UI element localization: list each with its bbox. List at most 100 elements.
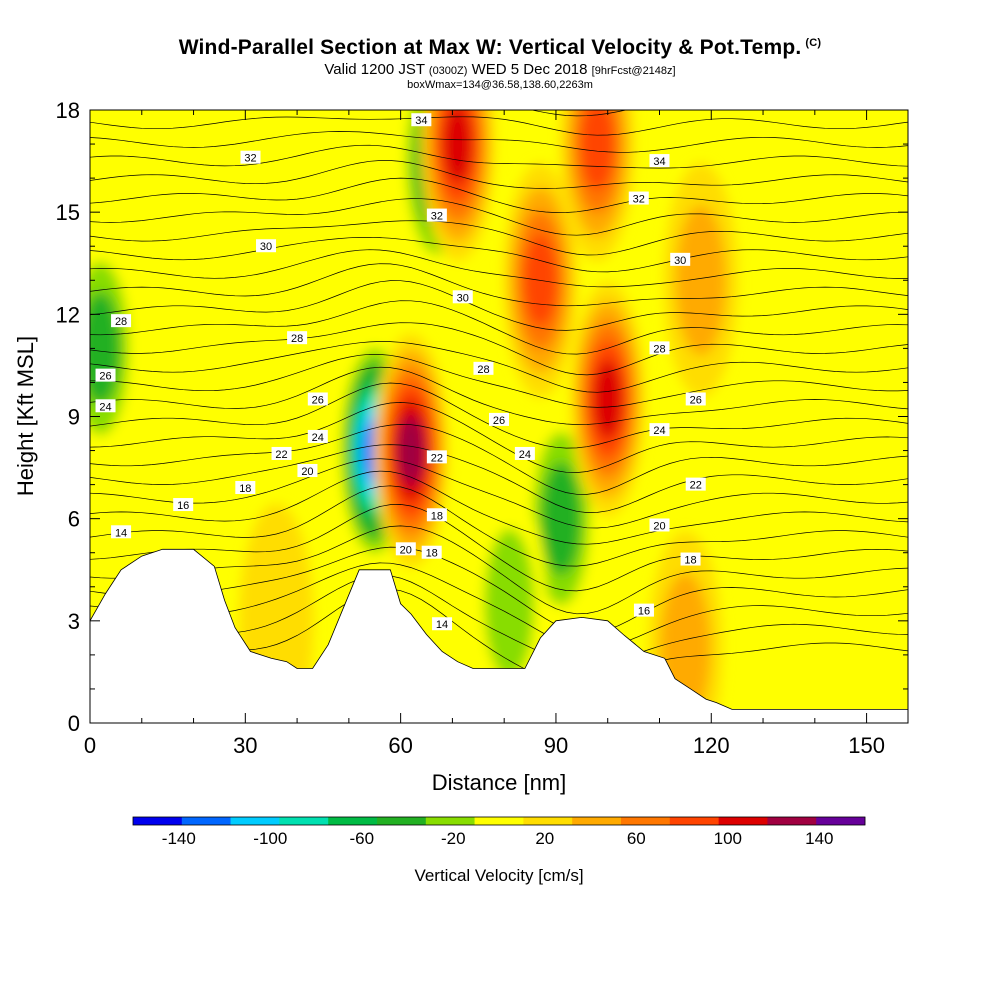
colorbar-swatch — [279, 817, 329, 825]
theta-value: 34 — [415, 115, 427, 127]
theta-contour-line — [90, 444, 908, 513]
y-tick-label: 3 — [68, 609, 80, 634]
theta-contour-line — [90, 525, 908, 615]
y-tick-label: 0 — [68, 711, 80, 736]
theta-contour-line — [90, 131, 908, 153]
theta-contour-label: 30 — [670, 252, 691, 267]
chart-title: Wind-Parallel Section at Max W: Vertical… — [178, 36, 822, 59]
colorbar-swatch — [230, 817, 280, 825]
theta-contour-label: 32 — [240, 150, 261, 165]
theta-contour-label: 18 — [426, 508, 447, 522]
theta-value: 14 — [436, 619, 448, 631]
theta-value: 18 — [431, 510, 443, 522]
colorbar-swatch — [133, 817, 183, 825]
theta-value: 22 — [431, 452, 443, 464]
theta-contour-label: 24 — [514, 446, 535, 461]
x-tick-label: 150 — [848, 733, 885, 758]
theta-value: 18 — [239, 483, 251, 495]
theta-contour-line — [90, 249, 908, 288]
colorbar-swatch — [328, 817, 378, 825]
theta-contour-line — [90, 116, 908, 136]
colorbar-swatch — [474, 817, 524, 825]
theta-contour-label: 32 — [628, 191, 649, 206]
theta-contour-label: 34 — [649, 154, 670, 168]
theta-contour-label: 24 — [95, 399, 116, 413]
copyright-mark: (C) — [805, 37, 822, 49]
theta-value: 26 — [493, 415, 505, 427]
colorbar-tick-label: 140 — [805, 829, 833, 848]
theta-value: 28 — [477, 364, 489, 376]
y-tick-label: 9 — [68, 405, 80, 430]
theta-value: 28 — [653, 343, 665, 355]
theta-contour-label: 30 — [256, 239, 277, 253]
axes: 0 30 60 90 120 150 0 3 6 9 12 15 18 — [56, 98, 908, 758]
terrain-mask — [90, 548, 908, 723]
colorbar-swatch — [621, 817, 671, 825]
theta-value: 24 — [99, 401, 111, 413]
theta-contour-line — [90, 546, 908, 634]
theta-value: 28 — [291, 333, 303, 345]
theta-contour-label: 34 — [411, 113, 432, 127]
theta-contour-line — [90, 177, 908, 213]
theta-value: 30 — [457, 292, 469, 304]
theta-value: 24 — [312, 432, 324, 444]
theta-contour-label: 22 — [271, 446, 292, 461]
theta-contour-line — [90, 236, 908, 273]
colorbar-swatch — [718, 817, 768, 825]
theta-value: 22 — [275, 449, 287, 461]
theta-value: 28 — [115, 316, 127, 328]
y-tick-label: 18 — [56, 98, 80, 123]
w-level — [592, 360, 623, 439]
colorbar-tick-label: -140 — [162, 829, 196, 848]
theta-contour-label: 30 — [452, 290, 473, 304]
colorbar-swatch — [425, 817, 475, 825]
y-tick-label: 12 — [56, 302, 80, 327]
w-level — [397, 416, 425, 485]
colorbar-swatch — [523, 817, 573, 825]
colorbar-tick-label: 60 — [627, 829, 646, 848]
theta-contour-line — [90, 300, 908, 355]
w-level — [442, 110, 473, 184]
colorbar-swatch — [767, 817, 817, 825]
theta-value: 18 — [426, 548, 438, 560]
theta-contour-line — [90, 341, 908, 393]
theta-value: 16 — [638, 606, 650, 618]
y-axis-label: Height [Kft MSL] — [13, 336, 38, 496]
x-tick-label: 60 — [388, 733, 412, 758]
theta-contour-label: 20 — [395, 542, 416, 556]
colorbar-tick-label: 20 — [535, 829, 554, 848]
theta-contour-line — [90, 280, 908, 331]
theta-contour-label: 28 — [287, 331, 308, 345]
updraft-core — [560, 110, 635, 261]
theta-contour-label: 20 — [649, 518, 670, 532]
theta-value: 20 — [400, 544, 412, 556]
theta-value: 30 — [260, 241, 272, 253]
colorbar-tick-label: -20 — [441, 829, 466, 848]
valid-time-line: Valid 1200 JST (0300Z) WED 5 Dec 2018 [9… — [324, 61, 676, 78]
theta-value: 26 — [312, 394, 324, 406]
theta-contour-line — [90, 366, 908, 425]
theta-contour-line — [90, 220, 908, 256]
theta-contour-label: 26 — [685, 392, 706, 406]
theta-value: 20 — [653, 520, 665, 532]
colorbar-swatch — [572, 817, 622, 825]
colorbar-swatch — [669, 817, 719, 825]
theta-contours — [90, 110, 908, 685]
theta-value: 18 — [684, 555, 696, 567]
downdraft-core — [213, 110, 288, 330]
theta-contour-label: 18 — [235, 481, 256, 495]
box-wmax-info: boxWmax=134@36.58,138.60,2263m — [407, 79, 593, 91]
theta-contour-line — [90, 144, 908, 169]
theta-contour-line — [90, 263, 908, 307]
w-level — [777, 503, 852, 723]
theta-value: 14 — [115, 527, 127, 539]
colorbar-swatch — [816, 817, 866, 825]
theta-contour-line — [90, 504, 908, 592]
colorbar-frame — [132, 816, 866, 826]
theta-contour-line — [90, 198, 908, 236]
theta-contour-line — [90, 160, 908, 189]
theta-contour-label: 28 — [473, 361, 494, 376]
x-tick-label: 0 — [84, 733, 96, 758]
theta-value: 22 — [690, 480, 702, 492]
